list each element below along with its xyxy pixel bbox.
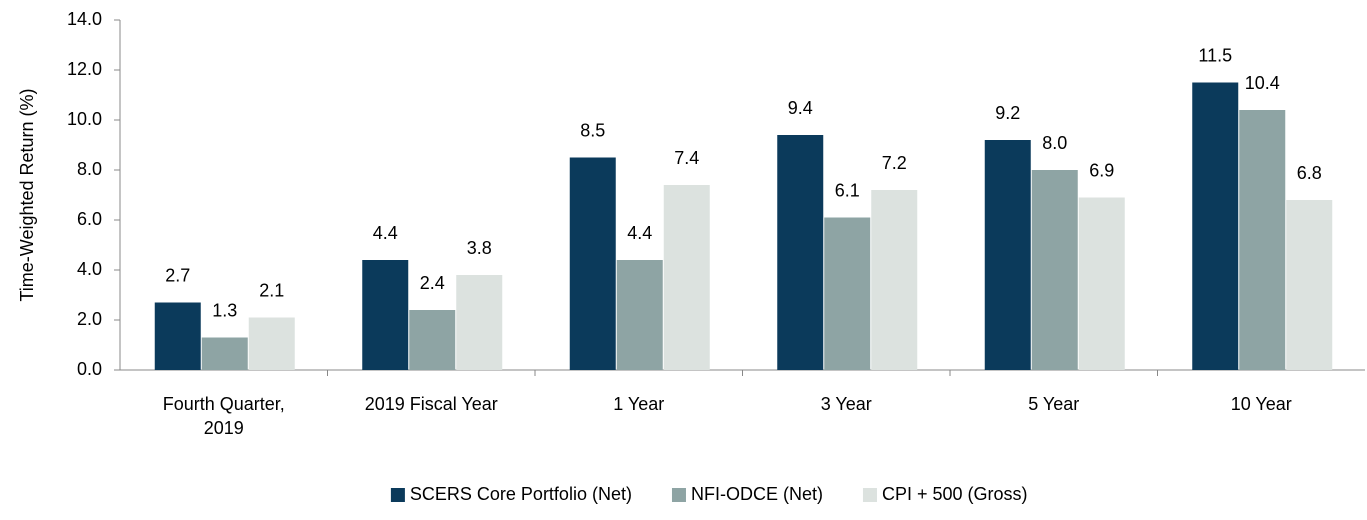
y-tick-label: 4.0	[77, 259, 102, 279]
data-label: 9.2	[995, 103, 1020, 123]
data-label: 7.4	[674, 148, 699, 168]
y-tick-label: 0.0	[77, 359, 102, 379]
legend-swatch	[390, 488, 405, 502]
data-label: 6.9	[1089, 160, 1114, 180]
x-tick-label: 5 Year	[1028, 394, 1080, 414]
bar	[1286, 200, 1333, 370]
data-label: 11.5	[1198, 45, 1232, 65]
bar	[1031, 170, 1078, 370]
legend-label: SCERS Core Portfolio (Net)	[410, 484, 632, 504]
x-tick-label: 1 Year	[613, 394, 665, 414]
bar	[201, 337, 248, 370]
legend-label: CPI + 500 (Gross)	[882, 484, 1028, 504]
data-label: 2.1	[259, 280, 284, 300]
data-label: 2.7	[165, 265, 190, 285]
data-label: 6.1	[835, 180, 860, 200]
bar	[248, 317, 295, 370]
data-label: 6.8	[1297, 163, 1322, 183]
y-tick-label: 10.0	[67, 109, 102, 129]
bar	[777, 135, 824, 370]
y-tick-label: 14.0	[67, 9, 102, 29]
bar	[409, 310, 456, 370]
data-label: 4.4	[373, 223, 398, 243]
data-label: 10.4	[1245, 73, 1280, 93]
data-label: 2.4	[420, 273, 445, 293]
bar	[154, 302, 201, 370]
data-label: 9.4	[788, 98, 813, 118]
y-tick-label: 8.0	[77, 159, 102, 179]
legend-label: NFI-ODCE (Net)	[691, 484, 823, 504]
bar	[616, 260, 663, 370]
bar	[1239, 110, 1286, 370]
bar	[362, 260, 409, 370]
x-tick-label: 3 Year	[820, 394, 872, 414]
data-label: 1.3	[212, 300, 237, 320]
y-axis-title: Time-Weighted Return (%)	[17, 88, 37, 301]
bar	[984, 140, 1031, 370]
x-tick-label: Fourth Quarter, 2019	[162, 394, 285, 438]
y-tick-label: 12.0	[67, 59, 102, 79]
x-tick-label: 2019 Fiscal Year	[364, 394, 498, 414]
bar	[871, 190, 918, 370]
data-label: 4.4	[627, 223, 652, 243]
data-label: 7.2	[882, 153, 907, 173]
bar	[456, 275, 503, 370]
data-label: 8.0	[1042, 133, 1067, 153]
y-tick-label: 2.0	[77, 309, 102, 329]
legend-swatch	[671, 488, 686, 502]
bar	[824, 217, 871, 370]
data-label: 3.8	[467, 238, 492, 258]
x-tick-label: 10 Year	[1230, 394, 1292, 414]
data-label: 8.5	[580, 120, 605, 140]
bar	[1192, 82, 1239, 370]
y-tick-label: 6.0	[77, 209, 102, 229]
bar	[569, 157, 616, 370]
bar	[663, 185, 710, 370]
legend-swatch	[862, 488, 877, 502]
bar	[1078, 197, 1125, 370]
